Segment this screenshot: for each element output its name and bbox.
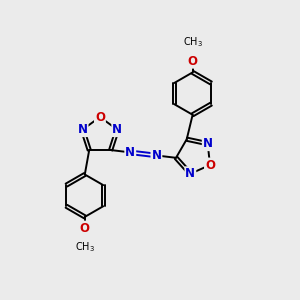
Text: CH$_3$: CH$_3$ xyxy=(183,35,202,49)
Text: O: O xyxy=(205,158,215,172)
Text: CH$_3$: CH$_3$ xyxy=(75,240,95,254)
Text: O: O xyxy=(80,222,90,235)
Text: N: N xyxy=(203,137,213,150)
Text: O: O xyxy=(95,110,105,124)
Text: N: N xyxy=(112,123,122,136)
Text: O: O xyxy=(188,55,198,68)
Text: N: N xyxy=(152,149,161,162)
Text: N: N xyxy=(78,123,88,136)
Text: N: N xyxy=(125,146,135,159)
Text: N: N xyxy=(185,167,195,180)
